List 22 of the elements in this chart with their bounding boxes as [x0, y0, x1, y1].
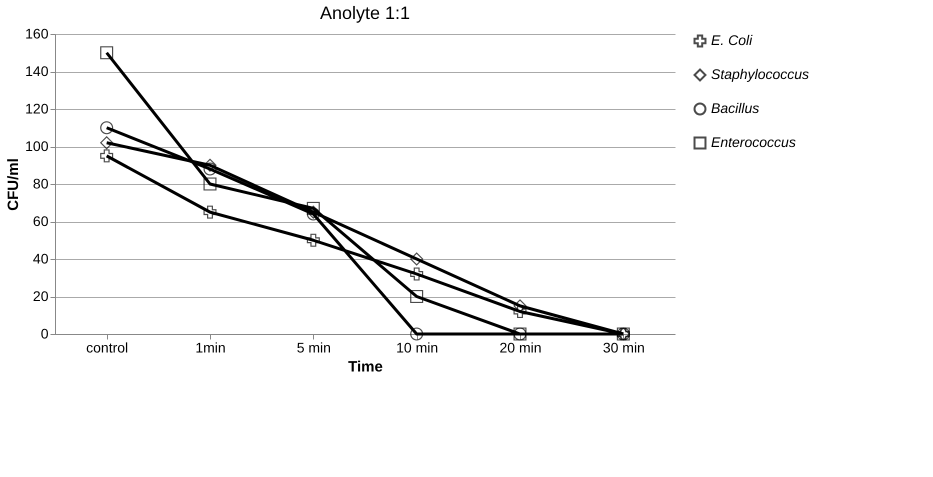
y-tick-label: 160: [25, 26, 49, 42]
chart-title: Anolyte 1:1: [320, 3, 410, 23]
y-tick-label: 120: [25, 100, 49, 116]
y-tick-label: 100: [25, 138, 49, 154]
y-tick-label: 60: [32, 213, 49, 229]
x-tick-label: control: [86, 340, 128, 356]
legend-label: Staphylococcus: [711, 66, 810, 82]
y-tick-label: 140: [25, 63, 49, 79]
x-tick-label: 1min: [195, 340, 226, 356]
y-tick-label: 20: [32, 288, 49, 304]
x-tick-label: 30 min: [602, 340, 645, 356]
y-tick-label: 40: [32, 250, 49, 266]
x-tick-label: 5 min: [296, 340, 331, 356]
legend-label: Enterococcus: [711, 134, 796, 150]
y-tick-label: 80: [32, 176, 49, 192]
legend-label: Bacillus: [711, 100, 760, 116]
x-axis-title: Time: [348, 358, 383, 376]
y-axis-title: CFU/ml: [5, 158, 22, 211]
legend-label: E. Coli: [711, 32, 754, 48]
x-tick-label: 10 min: [396, 340, 438, 356]
x-tick-label: 20 min: [499, 340, 542, 356]
y-tick-label: 0: [40, 326, 49, 342]
